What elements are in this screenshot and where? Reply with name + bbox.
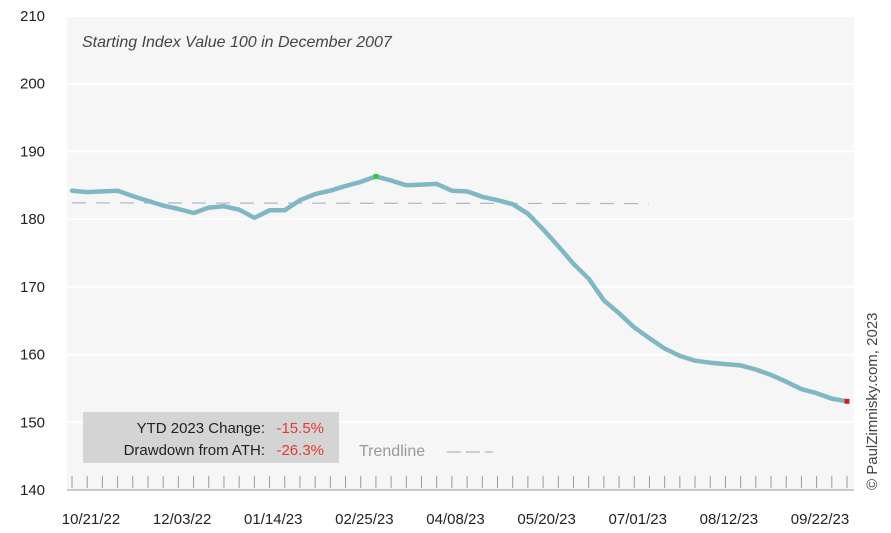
ytd-change-value: -15.5%: [276, 420, 324, 437]
index-series-line: [69, 174, 850, 404]
y-tick-label: 210: [20, 8, 45, 25]
x-tick-label: 08/12/23: [700, 511, 758, 528]
x-tick-label: 09/22/23: [791, 511, 849, 528]
x-tick-label: 01/14/23: [244, 511, 302, 528]
y-tick-label: 190: [20, 143, 45, 160]
chart-subtitle: Starting Index Value 100 in December 200…: [82, 34, 393, 51]
x-tick-label: 07/01/23: [609, 511, 667, 528]
x-tick-label: 04/08/23: [426, 511, 484, 528]
ath-marker: [373, 173, 379, 179]
trendline: [71, 202, 649, 205]
x-tick-label: 12/03/22: [153, 511, 211, 528]
y-tick-label: 170: [20, 279, 45, 296]
latest-marker: [844, 398, 850, 404]
legend: Trendline: [359, 443, 493, 460]
copyright-text: © PaulZimnisky.com, 2023: [864, 312, 881, 490]
drawdown-label: Drawdown from ATH:: [124, 442, 265, 459]
y-tick-label: 140: [20, 482, 45, 499]
x-axis-ticks: [67, 476, 854, 491]
y-tick-label: 180: [20, 211, 45, 228]
x-tick-label: 10/21/22: [62, 511, 120, 528]
x-tick-label: 02/25/23: [335, 511, 393, 528]
y-tick-label: 150: [20, 414, 45, 431]
legend-trendline-label: Trendline: [359, 443, 425, 460]
series-markers: [373, 173, 850, 404]
drawdown-value: -26.3%: [276, 442, 324, 459]
stats-box: YTD 2023 Change: -15.5% Drawdown from AT…: [83, 412, 339, 463]
y-axis-labels: 140 150 160 170 180 190 200 210: [20, 8, 45, 499]
y-tick-label: 160: [20, 347, 45, 364]
trendline-line: [71, 202, 649, 205]
plot-area: [67, 16, 854, 490]
ytd-change-label: YTD 2023 Change:: [137, 420, 265, 437]
x-tick-label: 05/20/23: [517, 511, 575, 528]
y-tick-label: 200: [20, 76, 45, 93]
x-axis-labels: 10/21/22 12/03/22 01/14/23 02/25/23 04/08/23…: [62, 511, 849, 528]
